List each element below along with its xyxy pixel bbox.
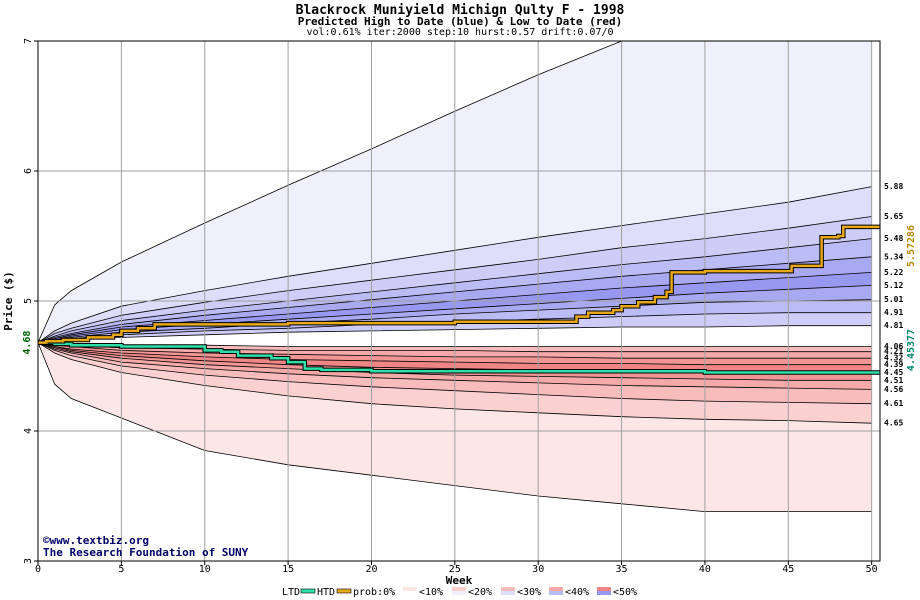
legend-band-label: <40%	[565, 587, 589, 598]
x-tick-label: 35	[616, 564, 628, 575]
high-percentile-label: 5.88	[884, 182, 903, 191]
high-percentile-label: 5.34	[884, 252, 903, 261]
high-percentile-label: 4.91	[884, 308, 903, 317]
y-tick-label: 4	[23, 428, 34, 434]
high-band-p60	[38, 285, 872, 343]
plot-layer	[38, 41, 880, 561]
y-axis-title: Price ($)	[2, 271, 15, 331]
legend-band-swatch-red	[597, 587, 611, 591]
legend-prob-label: prob:0%	[353, 587, 395, 598]
x-tick-label: 50	[866, 564, 878, 575]
low-percentile-label: 4.06	[884, 342, 903, 351]
legend-htd-swatch	[336, 588, 352, 594]
x-tick-label: 0	[35, 564, 41, 575]
credit-url[interactable]: ©www.textbiz.org	[43, 534, 149, 547]
x-tick-label: 5	[118, 564, 124, 575]
legend-band-label: <30%	[517, 587, 541, 598]
legend-band-swatch-blue	[403, 591, 417, 595]
x-tick-label: 15	[282, 564, 294, 575]
high-percentile-label: 5.65	[884, 212, 903, 221]
low-percentile-label: 4.32	[884, 354, 903, 363]
y-tick-label: 5	[23, 298, 34, 304]
y-tick-label: 3	[23, 558, 34, 564]
legend-ltd-swatch	[300, 588, 316, 594]
low-percentile-label: 4.21	[884, 347, 903, 356]
x-axis-title: Week	[446, 574, 473, 587]
y-tick-label: 6	[23, 168, 34, 174]
x-tick-label: 40	[699, 564, 711, 575]
x-tick-label: 45	[782, 564, 794, 575]
x-tick-label: 30	[532, 564, 544, 575]
start-price-label: 4.68	[22, 331, 33, 355]
low-percentile-label: 4.56	[884, 385, 903, 394]
low-band-p60	[38, 342, 872, 365]
low-band-p50	[38, 342, 872, 373]
x-tick-label: 10	[199, 564, 211, 575]
low-percentile-label: 4.45	[884, 368, 903, 377]
legend-band-swatch-blue	[549, 591, 563, 595]
low-band-p20	[38, 342, 872, 404]
legend-band-swatch-blue	[452, 591, 466, 595]
low-percentile-label: 4.39	[884, 360, 903, 369]
chart-params: vol:0.61% iter:2000 step:10 hurst:0.57 d…	[306, 27, 614, 38]
ltd-series-line	[38, 341, 880, 374]
x-tick-label: 25	[449, 564, 461, 575]
htd-series-line	[38, 225, 880, 344]
legend-band-swatch-red	[403, 587, 417, 591]
credit-org: The Research Foundation of SUNY	[43, 546, 249, 559]
legend-ltd-label: LTD	[282, 587, 300, 598]
high-percentile-label: 5.48	[884, 234, 903, 243]
low-band-p70	[38, 342, 872, 359]
y-tick-label: 7	[23, 38, 34, 44]
high-percentile-label: 4.81	[884, 321, 903, 330]
legend-band-swatch-red	[452, 587, 466, 591]
low-percentile-label: 4.65	[884, 419, 903, 428]
legend-band-label: <50%	[613, 587, 637, 598]
low-percentile-label: 4.61	[884, 399, 903, 408]
legend-band-label: <20%	[468, 587, 492, 598]
x-tick-label: 20	[365, 564, 377, 575]
chart-title: Blackrock Muniyield Michign Qulty F - 19…	[295, 3, 625, 18]
chart-subtitle: Predicted High to Date (blue) & Low to D…	[297, 15, 623, 28]
htd-final-value: 5.57286	[906, 225, 917, 267]
legend-htd-label: HTD	[317, 587, 335, 598]
legend-band-swatch-red	[549, 587, 563, 591]
high-percentile-label: 5.01	[884, 295, 903, 304]
low-band-p10	[38, 342, 872, 424]
legend-band-swatch-red	[501, 587, 515, 591]
legend-band-swatch-blue	[597, 591, 611, 595]
legend-band-swatch-blue	[501, 591, 515, 595]
high-percentile-label: 5.12	[884, 281, 903, 290]
high-percentile-label: 5.22	[884, 268, 903, 277]
legend-band-label: <10%	[419, 587, 443, 598]
ltd-final-value: 4.45377	[906, 329, 917, 371]
low-percentile-label: 4.51	[884, 376, 903, 385]
